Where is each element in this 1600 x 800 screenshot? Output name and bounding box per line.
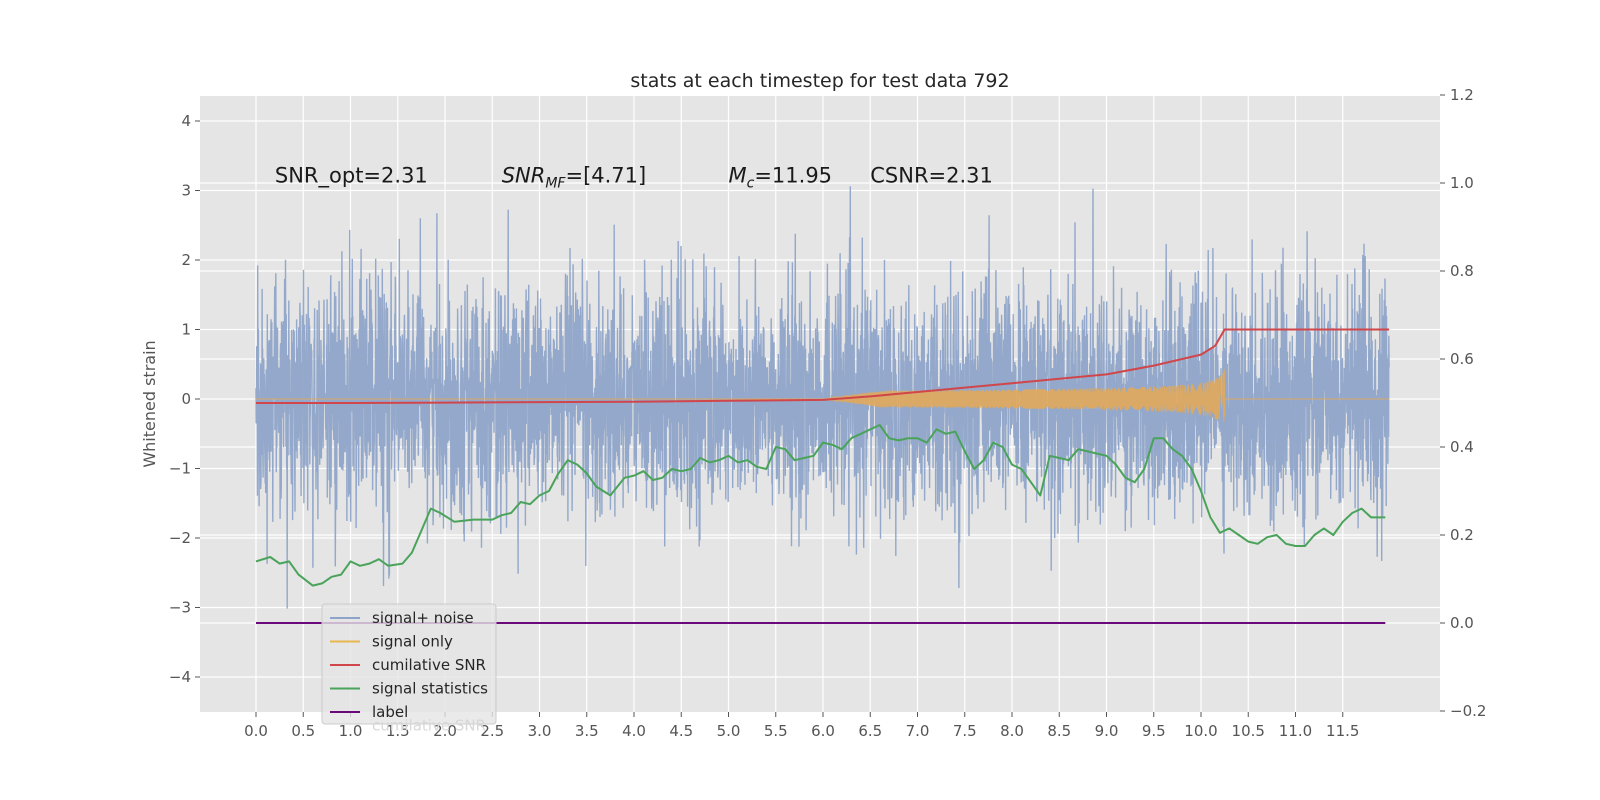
- x-tick-label: 8.5: [1047, 722, 1071, 740]
- y-tick-label: 1: [181, 321, 191, 339]
- x-tick-label: 8.0: [1000, 722, 1024, 740]
- x-tick-label: 11.0: [1279, 722, 1312, 740]
- cumulative-snr-line: [256, 328, 1390, 404]
- x-tick-label: 11.5: [1326, 722, 1359, 740]
- x-tick-label: 5.5: [764, 722, 788, 740]
- y-tick-label: 3: [181, 182, 191, 200]
- annotation-text: Mc=11.95: [729, 164, 833, 192]
- x-tick-label: 7.0: [906, 722, 930, 740]
- x-tick-label: 10.0: [1184, 722, 1217, 740]
- legend-label: label: [372, 703, 408, 721]
- y2-tick-label: 0.2: [1450, 526, 1474, 544]
- annotation-value: =[4.71]: [565, 164, 646, 188]
- y2-tick-label: 0.0: [1450, 614, 1474, 632]
- x-tick-label: 3.0: [528, 722, 552, 740]
- x-tick-label: 1.5: [386, 722, 410, 740]
- legend-label: signal+ noise: [372, 609, 474, 627]
- y-tick-label: 4: [181, 112, 191, 130]
- annotation-subscript: c: [747, 176, 755, 192]
- chart-title: stats at each timestep for test data 792: [630, 70, 1009, 92]
- x-tick-label: 5.0: [717, 722, 741, 740]
- x-tick-label: 6.5: [858, 722, 882, 740]
- annotation-symbol: SNR: [502, 164, 546, 188]
- legend-box: [321, 603, 497, 725]
- y-tick-label: −4: [169, 668, 191, 686]
- annotation-value: =11.95: [754, 164, 832, 188]
- annotation-text: CSNR=2.31: [870, 164, 993, 188]
- y2-tick-label: 0.4: [1450, 438, 1474, 456]
- legend-label: signal statistics: [372, 680, 488, 698]
- x-tick-label: 2.5: [480, 722, 504, 740]
- x-tick-label: 0.5: [291, 722, 315, 740]
- y2-tick-label: 1.0: [1450, 174, 1474, 192]
- legend-ghost-text: cumilative SNR: [372, 717, 486, 735]
- annotation-text: SNR_opt=2.31: [275, 164, 428, 189]
- y2-tick-label: 0.8: [1450, 262, 1474, 280]
- x-tick-label: 3.5: [575, 722, 599, 740]
- x-tick-label: 9.0: [1095, 722, 1119, 740]
- y-axis-label: Whitened strain: [140, 340, 159, 467]
- annotation-subscript: MF: [545, 176, 566, 192]
- y-tick-label: 2: [181, 251, 191, 269]
- x-tick-label: 1.0: [339, 722, 363, 740]
- axes: 0.0 0.5 1.0 1.5 2.0 2.5 3.0 3.5 4.0 4.5 5.0 5.5 6.0 6…: [169, 86, 1487, 740]
- y2-tick-label: 1.2: [1450, 86, 1474, 104]
- signal-only-line: [256, 369, 1390, 423]
- y-tick-label: −2: [169, 529, 191, 547]
- y2-tick-label: −0.2: [1450, 702, 1486, 720]
- signal-statistics-line: [255, 424, 1386, 587]
- y-tick-label: −1: [169, 460, 191, 478]
- y2-tick-label: 0.6: [1450, 350, 1474, 368]
- annotation-symbol: M: [729, 164, 747, 188]
- x-tick-label: 9.5: [1142, 722, 1166, 740]
- annotations: SNR_opt=2.31 SNRMF=[4.71] Mc=11.95 CSNR=2.3…: [275, 164, 993, 192]
- x-tick-label: 0.0: [244, 722, 268, 740]
- x-tick-label: 7.5: [953, 722, 977, 740]
- y-tick-label: −3: [169, 599, 191, 617]
- x-tick-label: 2.0: [433, 722, 457, 740]
- x-tick-label: 4.5: [669, 722, 693, 740]
- x-tick-label: 4.0: [622, 722, 646, 740]
- legend-label: cumilative SNR: [372, 656, 486, 674]
- annotation-text: SNRMF=[4.71]: [502, 164, 647, 192]
- x-tick-label: 6.0: [811, 722, 835, 740]
- x-tick-label: 10.5: [1232, 722, 1265, 740]
- legend-label: signal only: [372, 633, 453, 651]
- y-tick-label: 0: [181, 390, 191, 408]
- legend: cumilative SNR signal+ noise signal only cu…: [321, 603, 497, 735]
